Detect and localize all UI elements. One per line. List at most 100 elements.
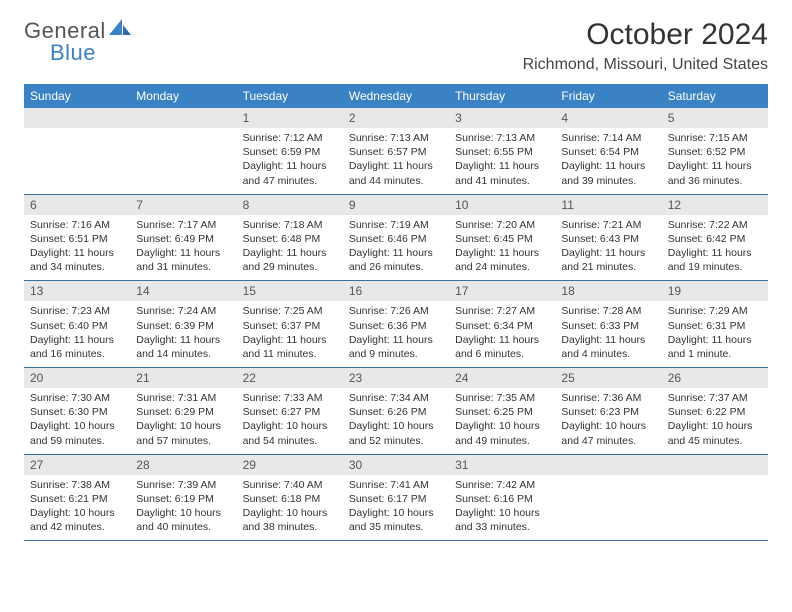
daynum-row: 20212223242526: [24, 368, 768, 389]
daylight-text-1: Daylight: 11 hours: [668, 159, 762, 173]
day-cell: Sunrise: 7:20 AMSunset: 6:45 PMDaylight:…: [449, 215, 555, 281]
sunrise-text: Sunrise: 7:13 AM: [455, 131, 549, 145]
sunset-text: Sunset: 6:16 PM: [455, 492, 549, 506]
daylight-text-1: Daylight: 11 hours: [136, 246, 230, 260]
daylight-text-2: and 1 minute.: [668, 347, 762, 361]
day-number: 17: [449, 281, 555, 302]
daybody-row: Sunrise: 7:12 AMSunset: 6:59 PMDaylight:…: [24, 128, 768, 194]
day-number: 2: [343, 108, 449, 128]
daylight-text-2: and 14 minutes.: [136, 347, 230, 361]
daylight-text-2: and 6 minutes.: [455, 347, 549, 361]
weekday-header: Wednesday: [343, 84, 449, 108]
daylight-text-2: and 34 minutes.: [30, 260, 124, 274]
day-number: 15: [237, 281, 343, 302]
daylight-text-2: and 4 minutes.: [561, 347, 655, 361]
sunset-text: Sunset: 6:27 PM: [243, 405, 337, 419]
brand-part2: Blue: [50, 40, 96, 66]
sunset-text: Sunset: 6:57 PM: [349, 145, 443, 159]
sunset-text: Sunset: 6:42 PM: [668, 232, 762, 246]
daylight-text-2: and 11 minutes.: [243, 347, 337, 361]
month-title: October 2024: [523, 18, 768, 52]
day-number: 23: [343, 368, 449, 389]
day-number: [555, 454, 661, 475]
sunset-text: Sunset: 6:34 PM: [455, 319, 549, 333]
sunset-text: Sunset: 6:18 PM: [243, 492, 337, 506]
day-number: 26: [662, 368, 768, 389]
day-cell: Sunrise: 7:13 AMSunset: 6:57 PMDaylight:…: [343, 128, 449, 194]
daylight-text-2: and 21 minutes.: [561, 260, 655, 274]
daylight-text-2: and 9 minutes.: [349, 347, 443, 361]
sunrise-text: Sunrise: 7:39 AM: [136, 478, 230, 492]
day-cell: [130, 128, 236, 194]
sunset-text: Sunset: 6:19 PM: [136, 492, 230, 506]
day-cell: [555, 475, 661, 541]
daynum-row: 6789101112: [24, 194, 768, 215]
weekday-header: Thursday: [449, 84, 555, 108]
weekday-header: Saturday: [662, 84, 768, 108]
sunrise-text: Sunrise: 7:16 AM: [30, 218, 124, 232]
daylight-text-1: Daylight: 11 hours: [561, 333, 655, 347]
sunrise-text: Sunrise: 7:15 AM: [668, 131, 762, 145]
daylight-text-1: Daylight: 11 hours: [455, 159, 549, 173]
day-number: 14: [130, 281, 236, 302]
daylight-text-2: and 29 minutes.: [243, 260, 337, 274]
day-number: 22: [237, 368, 343, 389]
sunrise-text: Sunrise: 7:18 AM: [243, 218, 337, 232]
daylight-text-2: and 40 minutes.: [136, 520, 230, 534]
sunset-text: Sunset: 6:54 PM: [561, 145, 655, 159]
daylight-text-1: Daylight: 11 hours: [668, 333, 762, 347]
daylight-text-1: Daylight: 11 hours: [243, 333, 337, 347]
daylight-text-1: Daylight: 10 hours: [30, 419, 124, 433]
daylight-text-1: Daylight: 11 hours: [30, 246, 124, 260]
day-cell: Sunrise: 7:33 AMSunset: 6:27 PMDaylight:…: [237, 388, 343, 454]
daylight-text-1: Daylight: 11 hours: [349, 159, 443, 173]
day-cell: Sunrise: 7:38 AMSunset: 6:21 PMDaylight:…: [24, 475, 130, 541]
daylight-text-2: and 41 minutes.: [455, 174, 549, 188]
day-cell: Sunrise: 7:42 AMSunset: 6:16 PMDaylight:…: [449, 475, 555, 541]
daylight-text-1: Daylight: 11 hours: [243, 246, 337, 260]
daylight-text-2: and 44 minutes.: [349, 174, 443, 188]
day-number: 3: [449, 108, 555, 128]
location-text: Richmond, Missouri, United States: [523, 56, 768, 74]
sunrise-text: Sunrise: 7:26 AM: [349, 304, 443, 318]
daylight-text-1: Daylight: 10 hours: [243, 506, 337, 520]
sunrise-text: Sunrise: 7:27 AM: [455, 304, 549, 318]
daylight-text-2: and 16 minutes.: [30, 347, 124, 361]
day-number: [130, 108, 236, 128]
weekday-header: Sunday: [24, 84, 130, 108]
sunrise-text: Sunrise: 7:42 AM: [455, 478, 549, 492]
brand-logo: GeneralBlue: [24, 18, 133, 66]
sunrise-text: Sunrise: 7:25 AM: [243, 304, 337, 318]
calendar-table: Sunday Monday Tuesday Wednesday Thursday…: [24, 84, 768, 541]
daylight-text-2: and 26 minutes.: [349, 260, 443, 274]
daylight-text-2: and 38 minutes.: [243, 520, 337, 534]
day-number: 7: [130, 194, 236, 215]
daylight-text-2: and 31 minutes.: [136, 260, 230, 274]
day-number: 28: [130, 454, 236, 475]
daylight-text-1: Daylight: 11 hours: [668, 246, 762, 260]
sunset-text: Sunset: 6:23 PM: [561, 405, 655, 419]
day-cell: Sunrise: 7:36 AMSunset: 6:23 PMDaylight:…: [555, 388, 661, 454]
day-number: 20: [24, 368, 130, 389]
daynum-row: 12345: [24, 108, 768, 128]
sunset-text: Sunset: 6:36 PM: [349, 319, 443, 333]
sunrise-text: Sunrise: 7:38 AM: [30, 478, 124, 492]
day-cell: Sunrise: 7:30 AMSunset: 6:30 PMDaylight:…: [24, 388, 130, 454]
sunrise-text: Sunrise: 7:40 AM: [243, 478, 337, 492]
daylight-text-1: Daylight: 10 hours: [136, 506, 230, 520]
sunrise-text: Sunrise: 7:29 AM: [668, 304, 762, 318]
daylight-text-2: and 42 minutes.: [30, 520, 124, 534]
sunset-text: Sunset: 6:17 PM: [349, 492, 443, 506]
day-number: 19: [662, 281, 768, 302]
day-cell: Sunrise: 7:24 AMSunset: 6:39 PMDaylight:…: [130, 301, 236, 367]
day-number: 8: [237, 194, 343, 215]
daybody-row: Sunrise: 7:16 AMSunset: 6:51 PMDaylight:…: [24, 215, 768, 281]
daybody-row: Sunrise: 7:38 AMSunset: 6:21 PMDaylight:…: [24, 475, 768, 541]
day-number: 1: [237, 108, 343, 128]
sunset-text: Sunset: 6:31 PM: [668, 319, 762, 333]
day-cell: Sunrise: 7:40 AMSunset: 6:18 PMDaylight:…: [237, 475, 343, 541]
daybody-row: Sunrise: 7:23 AMSunset: 6:40 PMDaylight:…: [24, 301, 768, 367]
day-number: 21: [130, 368, 236, 389]
day-cell: [662, 475, 768, 541]
sunrise-text: Sunrise: 7:36 AM: [561, 391, 655, 405]
